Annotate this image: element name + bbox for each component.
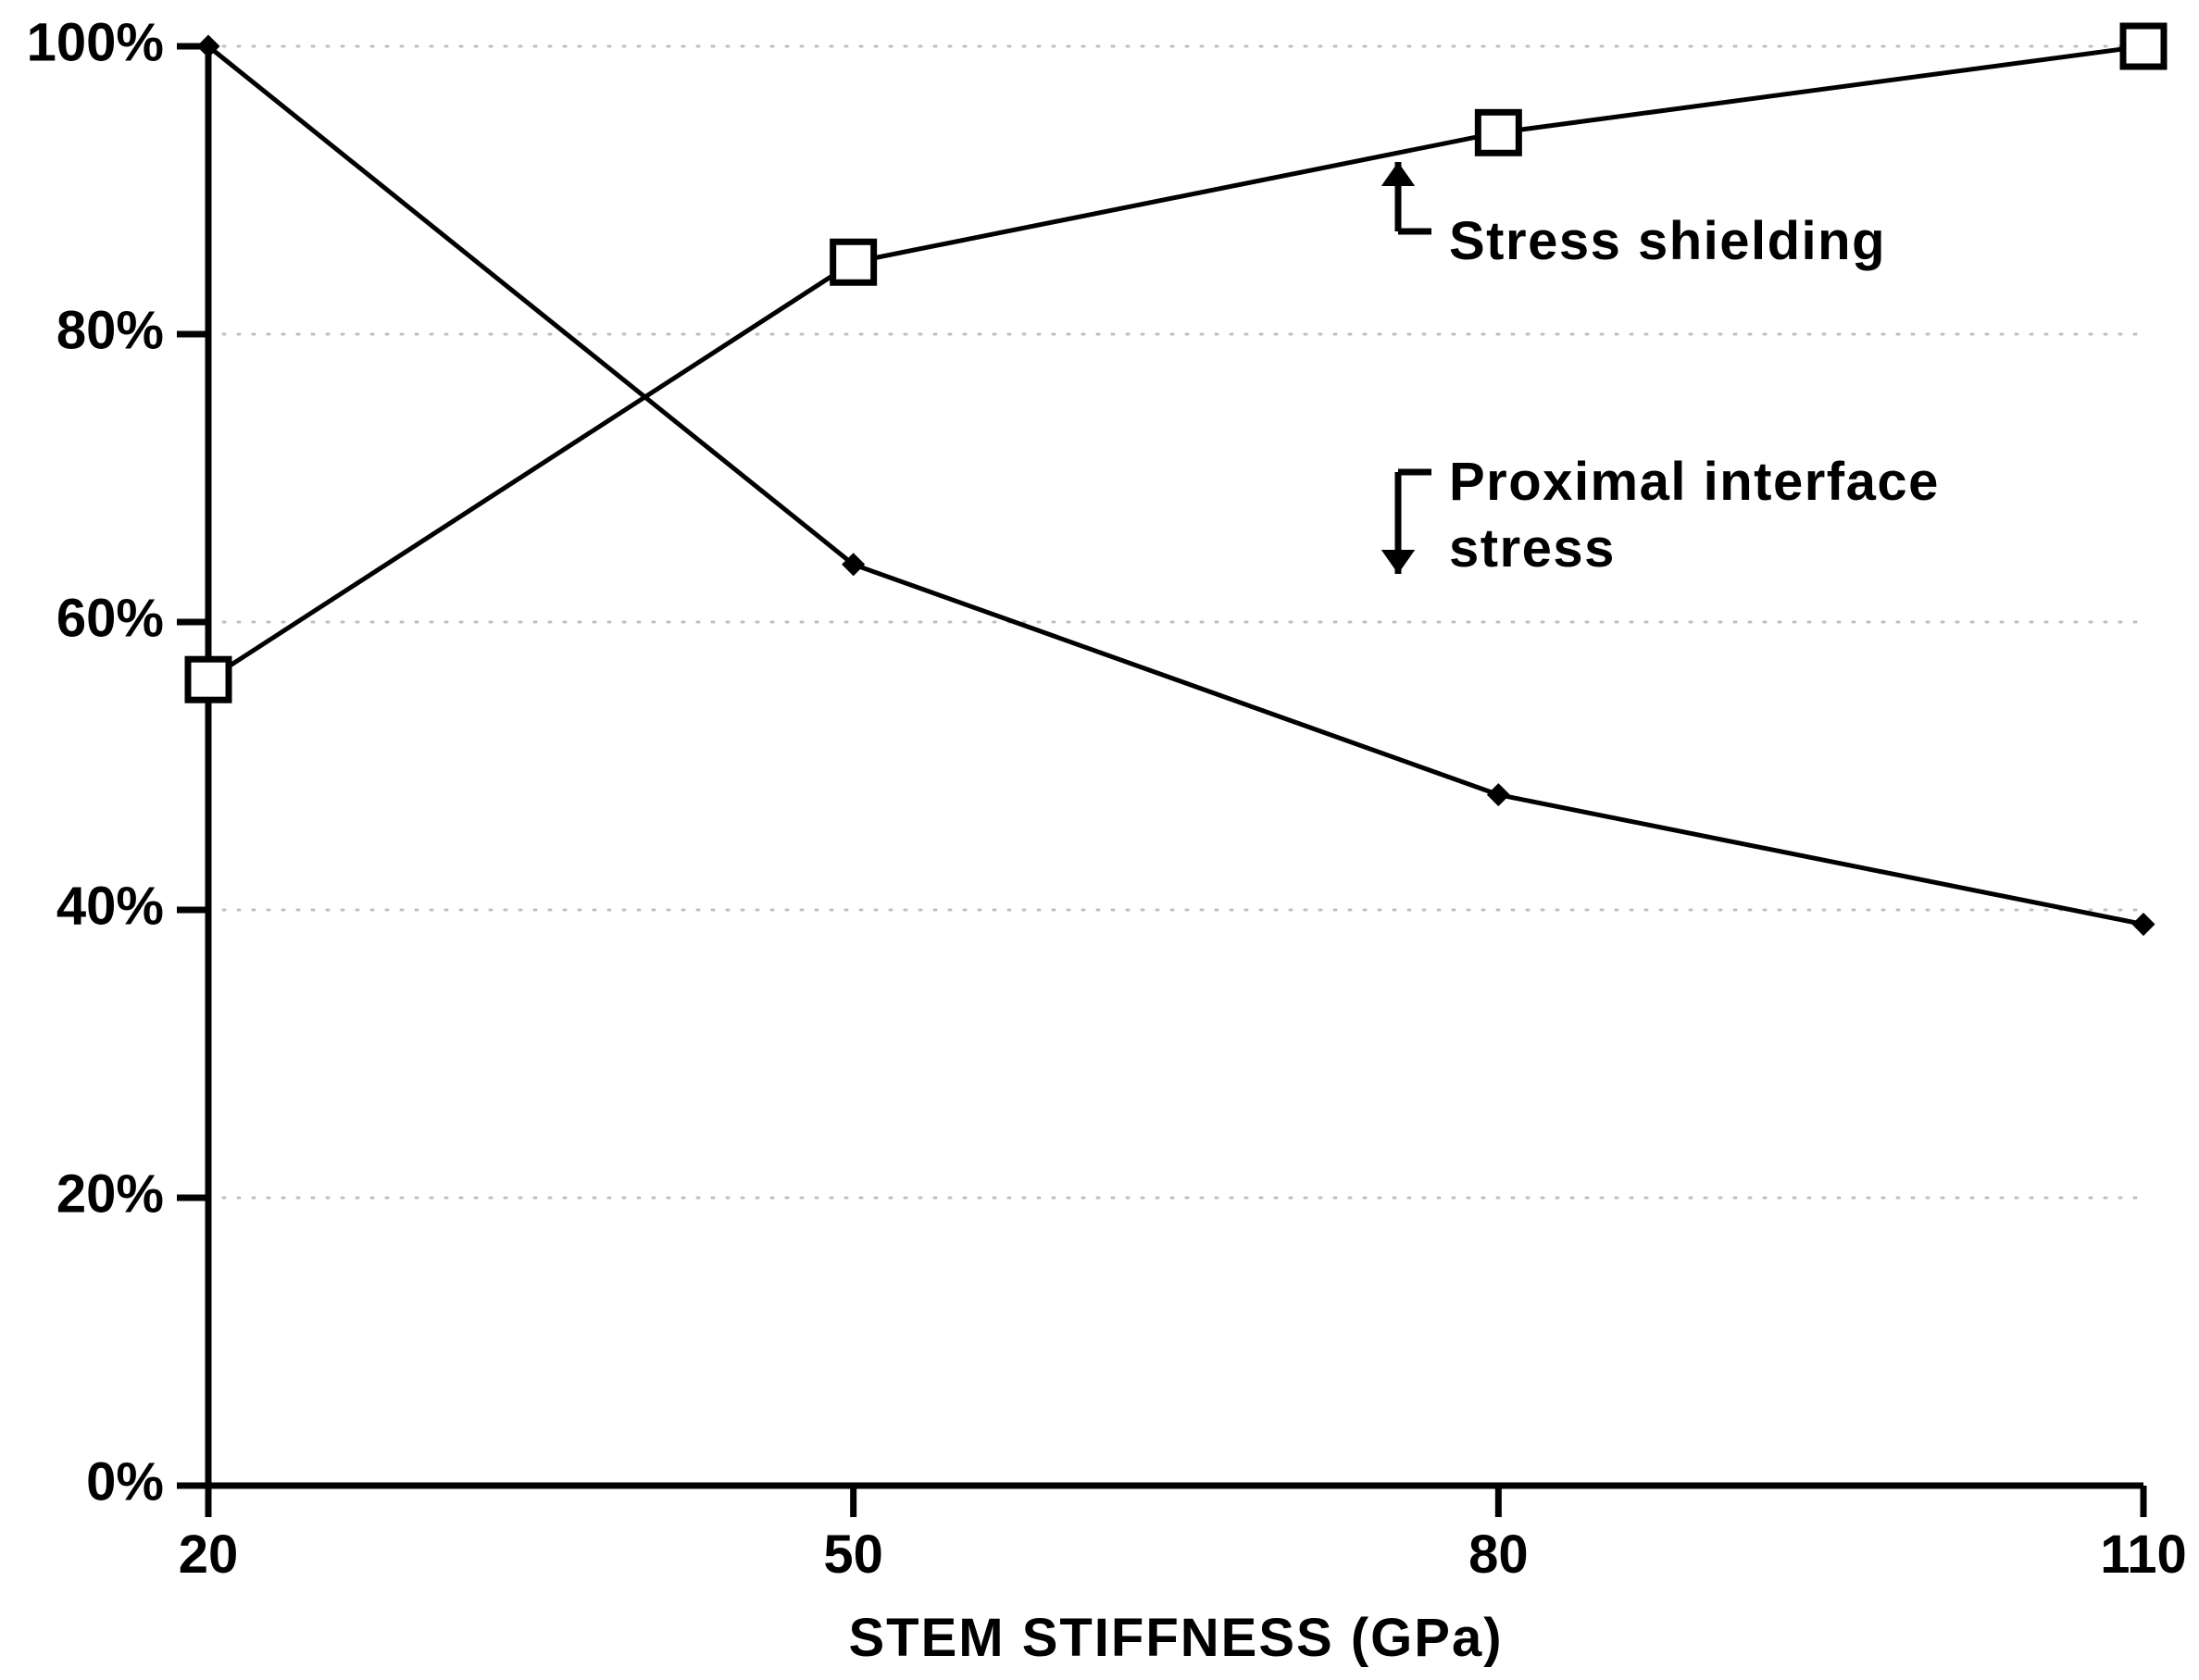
labels-layer: STEM STIFFNESS (GPa) [848, 1608, 1503, 1668]
series-marker-diamond [1490, 787, 1506, 803]
annotation-arrow-head [1381, 162, 1415, 186]
series-line [208, 46, 2143, 679]
y-tick-label: 20% [56, 1164, 164, 1224]
annotation-layer: Stress shielding Proximal interfacestress [1381, 162, 1940, 579]
series-marker-square [833, 242, 874, 282]
y-tick-label: 60% [56, 588, 164, 648]
x-axis-title: STEM STIFFNESS (GPa) [848, 1608, 1503, 1668]
x-tick-label: 110 [2100, 1524, 2187, 1585]
series-marker-square [1478, 112, 1518, 153]
x-tick-label: 80 [1468, 1524, 1529, 1585]
x-tick-label: 50 [823, 1524, 883, 1585]
series-marker-square [188, 659, 229, 700]
stem-stiffness-chart: 0% 20% 40% 60% 80% 100% 20 50 80 110 Stress shiel… [0, 0, 2199, 1680]
x-tick-label: 20 [179, 1524, 239, 1585]
annotation-text: Stress shielding [1449, 211, 1886, 271]
y-tick-label: 40% [56, 876, 164, 936]
annotation-text: Proximal interface [1449, 452, 1940, 512]
y-tick-label: 80% [56, 300, 164, 360]
series-marker-square [2123, 26, 2164, 67]
y-tick-label: 100% [27, 12, 164, 72]
annotation-text: stress [1449, 518, 1616, 579]
series-marker-diamond [2135, 916, 2152, 933]
annotation-arrow-head [1381, 550, 1415, 574]
y-tick-label: 0% [86, 1451, 164, 1512]
